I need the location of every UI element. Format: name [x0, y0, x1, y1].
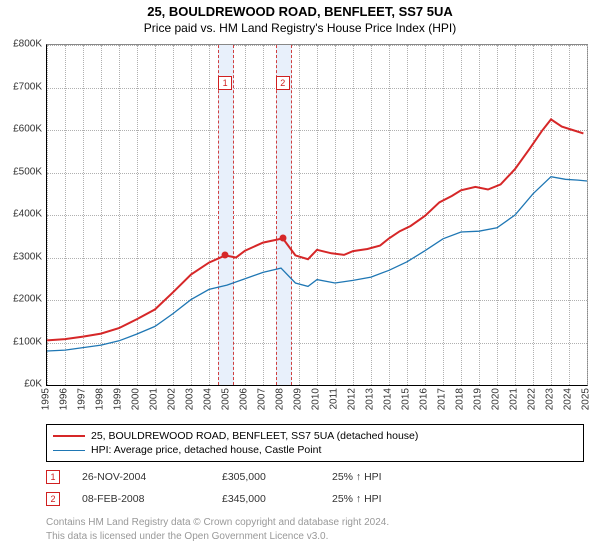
footer-line: This data is licensed under the Open Gov…: [46, 530, 389, 544]
x-tick-label: 2016: [419, 388, 430, 410]
legend-item-hpi: HPI: Average price, detached house, Cast…: [53, 443, 577, 457]
y-tick-label: £300K: [0, 251, 42, 262]
transactions-table: 1 26-NOV-2004 £305,000 25% ↑ HPI 2 08-FE…: [46, 466, 442, 510]
x-tick-label: 2017: [437, 388, 448, 410]
x-tick-label: 2011: [329, 388, 340, 410]
x-tick-label: 2025: [581, 388, 592, 410]
marker-icon: 1: [46, 470, 60, 484]
x-tick-label: 2015: [401, 388, 412, 410]
chart-title: 25, BOULDREWOOD ROAD, BENFLEET, SS7 5UA: [0, 0, 600, 19]
chart-container: 25, BOULDREWOOD ROAD, BENFLEET, SS7 5UA …: [0, 0, 600, 560]
table-row: 1 26-NOV-2004 £305,000 25% ↑ HPI: [46, 466, 442, 488]
sale-point-icon: [279, 235, 286, 242]
transaction-date: 26-NOV-2004: [82, 471, 222, 483]
x-tick-label: 2022: [527, 388, 538, 410]
transaction-date: 08-FEB-2008: [82, 493, 222, 505]
series-svg: [47, 45, 587, 385]
x-tick-label: 2003: [185, 388, 196, 410]
y-tick-label: £100K: [0, 336, 42, 347]
x-tick-label: 2001: [149, 388, 160, 410]
x-tick-label: 2009: [293, 388, 304, 410]
legend: 25, BOULDREWOOD ROAD, BENFLEET, SS7 5UA …: [46, 424, 584, 462]
x-tick-label: 2004: [203, 388, 214, 410]
marker-icon: 2: [46, 492, 60, 506]
x-tick-label: 2014: [383, 388, 394, 410]
x-tick-label: 1999: [113, 388, 124, 410]
y-tick-label: £500K: [0, 166, 42, 177]
transaction-price: £305,000: [222, 471, 332, 483]
x-tick-label: 2018: [455, 388, 466, 410]
x-tick-label: 2005: [221, 388, 232, 410]
x-tick-label: 2000: [131, 388, 142, 410]
x-tick-label: 2002: [167, 388, 178, 410]
x-tick-label: 2006: [239, 388, 250, 410]
legend-swatch: [53, 435, 85, 437]
sale-point-icon: [222, 252, 229, 259]
series-line-price_paid: [47, 119, 583, 340]
footer-attribution: Contains HM Land Registry data © Crown c…: [46, 516, 389, 543]
legend-label: HPI: Average price, detached house, Cast…: [91, 444, 321, 456]
band-marker-icon: 1: [218, 76, 232, 90]
band-marker-icon: 2: [276, 76, 290, 90]
x-tick-label: 2012: [347, 388, 358, 410]
footer-line: Contains HM Land Registry data © Crown c…: [46, 516, 389, 530]
transaction-change: 25% ↑ HPI: [332, 471, 442, 483]
x-tick-label: 2019: [473, 388, 484, 410]
x-tick-label: 1998: [95, 388, 106, 410]
y-tick-label: £0K: [0, 379, 42, 390]
plot-area: 12: [46, 44, 588, 386]
x-tick-label: 2020: [491, 388, 502, 410]
legend-item-price-paid: 25, BOULDREWOOD ROAD, BENFLEET, SS7 5UA …: [53, 429, 577, 443]
legend-label: 25, BOULDREWOOD ROAD, BENFLEET, SS7 5UA …: [91, 430, 418, 442]
x-tick-label: 1995: [41, 388, 52, 410]
x-tick-label: 2007: [257, 388, 268, 410]
x-tick-label: 2010: [311, 388, 322, 410]
table-row: 2 08-FEB-2008 £345,000 25% ↑ HPI: [46, 488, 442, 510]
x-tick-label: 1997: [77, 388, 88, 410]
x-tick-label: 2013: [365, 388, 376, 410]
y-tick-label: £400K: [0, 209, 42, 220]
y-tick-label: £800K: [0, 39, 42, 50]
transaction-price: £345,000: [222, 493, 332, 505]
series-line-hpi: [47, 177, 587, 351]
x-tick-label: 1996: [59, 388, 70, 410]
y-tick-label: £200K: [0, 294, 42, 305]
transaction-change: 25% ↑ HPI: [332, 493, 442, 505]
legend-swatch: [53, 450, 85, 451]
x-tick-label: 2023: [545, 388, 556, 410]
x-tick-label: 2021: [509, 388, 520, 410]
chart-subtitle: Price paid vs. HM Land Registry's House …: [0, 19, 600, 35]
y-tick-label: £600K: [0, 124, 42, 135]
x-tick-label: 2008: [275, 388, 286, 410]
y-tick-label: £700K: [0, 81, 42, 92]
x-tick-label: 2024: [563, 388, 574, 410]
